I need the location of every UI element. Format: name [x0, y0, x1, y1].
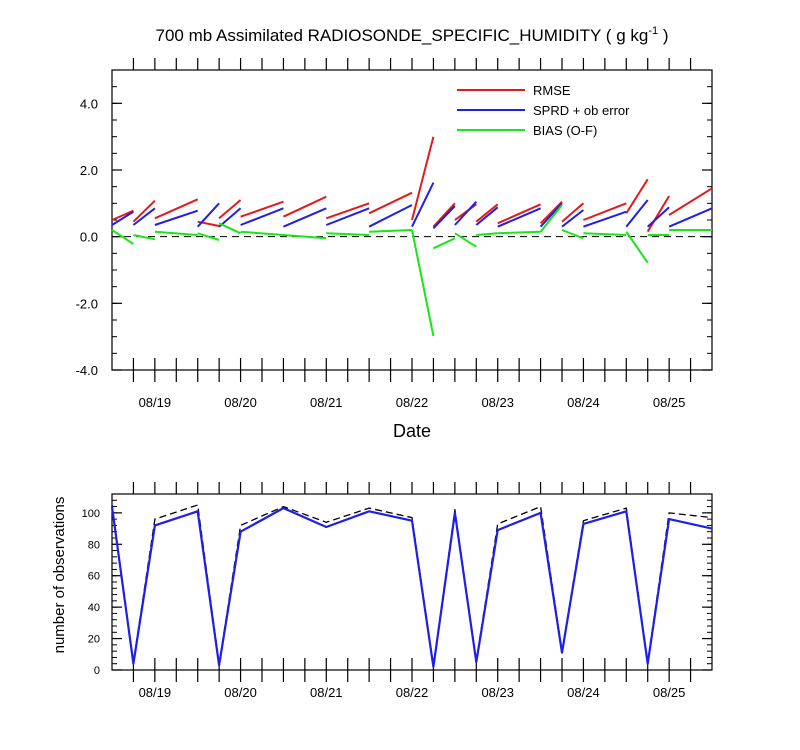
- series-bias-o-f-segment: [218, 222, 242, 235]
- top-y-tick-label: 2.0: [80, 163, 98, 178]
- series-bias-o-f-segment: [432, 237, 456, 250]
- series-rmse-segment: [583, 202, 627, 221]
- series-bias-o-f-segment: [240, 230, 284, 236]
- chart-title: 700 mb Assimilated RADIOSONDE_SPECIFIC_H…: [156, 25, 669, 45]
- series-bias-o-f-segment: [369, 229, 413, 233]
- series-sprd-ob-error-segment: [668, 207, 713, 228]
- bottom-y-tick-label: 100: [82, 508, 100, 520]
- series-rmse-segment: [111, 209, 134, 221]
- bottom-y-tick-label: 40: [88, 602, 100, 614]
- top-y-tick-label: 4.0: [80, 96, 98, 111]
- bottom-y-tick-label: 60: [88, 571, 100, 583]
- bottom-x-tick-label: 08/22: [396, 685, 429, 700]
- series-sprd-ob-error-segment: [583, 210, 627, 228]
- series-bias-o-f-segment: [154, 230, 198, 236]
- series-rmse-segment: [240, 200, 284, 218]
- series-sprd-ob-error-segment: [647, 206, 670, 228]
- top-x-axis-title: Date: [393, 421, 431, 441]
- series-bias-o-f-segment: [283, 234, 327, 240]
- top-y-tick-label: 0.0: [80, 230, 98, 245]
- chart-title-main: 700 mb Assimilated RADIOSONDE_SPECIFIC_H…: [156, 26, 649, 45]
- top-chart: -4.0 -2.0 0.0 2.0 4.0 08/19 08/20 08/21 08/22 08/…: [76, 58, 713, 410]
- bottom-x-tick-label: 08/24: [567, 685, 600, 700]
- series-bias-o-f-segment: [583, 232, 627, 236]
- series-rmse-segment: [475, 203, 499, 223]
- chart-title-superscript: -1: [648, 25, 658, 37]
- series-rmse-segment: [154, 198, 199, 220]
- series-sprd-ob-error-segment: [432, 205, 456, 229]
- series-sprd-ob-error-segment: [454, 201, 478, 226]
- legend-label-rmse: RMSE: [533, 83, 571, 98]
- bottom-x-tick-label: 08/20: [224, 685, 257, 700]
- series-sprd-ob-error-segment: [411, 182, 435, 228]
- series-sprd-ob-error-segment: [240, 207, 284, 226]
- series-rmse-segment: [218, 199, 242, 220]
- series-sprd-ob-error-segment: [154, 209, 199, 226]
- series-sprd-ob-error-segment: [132, 207, 156, 226]
- series-assimilated-observations: [110, 506, 713, 669]
- top-x-tick-label: 08/22: [396, 395, 429, 410]
- legend-label-bias-o-f: BIAS (O-F): [533, 123, 597, 138]
- series-rmse-segment: [539, 200, 563, 225]
- series-bias-o-f-segment: [497, 230, 541, 235]
- series-sprd-ob-error-segment: [283, 207, 327, 228]
- top-x-tick-label: 08/24: [567, 395, 600, 410]
- series-sprd-ob-error-segment: [497, 207, 541, 228]
- series-bias-o-f-segment: [197, 232, 220, 241]
- series-bias-o-f-segment: [111, 229, 134, 245]
- bottom-x-tick-label: 08/19: [139, 685, 172, 700]
- series-bias-o-f-segment: [454, 232, 477, 248]
- top-y-tick-label: -4.0: [76, 363, 98, 378]
- bottom-x-tick-label: 08/21: [310, 685, 343, 700]
- top-x-tick-label: 08/19: [139, 395, 172, 410]
- series-rmse-segment: [368, 191, 413, 215]
- bottom-x-tick-label: 08/25: [653, 685, 686, 700]
- series-rmse-segment: [325, 202, 370, 220]
- series-rmse-segment: [497, 203, 542, 225]
- series-rmse-segment: [646, 195, 670, 233]
- top-y-tick-label: -2.0: [76, 296, 98, 311]
- series-rmse-segment: [282, 195, 327, 218]
- bottom-x-tick-label: 08/23: [481, 685, 514, 700]
- bottom-y-axis-title: number of observations: [51, 497, 68, 654]
- series-sprd-ob-error-segment: [196, 202, 220, 228]
- series-sprd-ob-error-segment: [325, 207, 370, 226]
- series-bias-o-f-segment: [476, 232, 498, 236]
- bottom-y-tick-label: 20: [88, 634, 100, 646]
- series-bias-o-f-segment: [625, 231, 649, 264]
- top-x-tick-label: 08/21: [310, 395, 343, 410]
- series-sprd-ob-error-segment: [539, 202, 563, 228]
- series-bias-o-f-segment: [539, 204, 563, 233]
- series-rmse-segment: [432, 202, 456, 228]
- series-bias-o-f-segment: [326, 232, 370, 236]
- legend-label-sprd-ob-error: SPRD + ob error: [533, 103, 630, 118]
- top-x-tick-label: 08/23: [481, 395, 514, 410]
- series-bias-o-f-segment: [561, 229, 584, 240]
- series-sprd-ob-error-segment: [368, 204, 413, 228]
- chart-title-tail: ): [658, 26, 668, 45]
- series-rmse-segment: [132, 199, 156, 223]
- bottom-y-tick-label: 0: [94, 665, 100, 677]
- series-sprd-ob-error-segment: [625, 199, 649, 228]
- top-x-tick-label: 08/20: [224, 395, 257, 410]
- series-sprd-ob-error-segment: [218, 207, 242, 228]
- bottom-chart: 0 20 40 60 80 100 08/19 08/20 08/21 08/22 08/23 08/…: [82, 482, 713, 700]
- series-rmse-segment: [625, 178, 649, 214]
- series-bias-o-f-segment: [411, 229, 435, 337]
- series-sprd-ob-error-segment: [561, 209, 585, 228]
- series-bias-o-f-segment: [133, 234, 156, 241]
- series-sprd-ob-error-segment: [111, 210, 134, 226]
- series-rmse-segment: [561, 202, 585, 223]
- series-possible-observations: [111, 504, 713, 666]
- series-rmse-segment: [668, 187, 713, 216]
- series-sprd-ob-error-segment: [475, 206, 499, 226]
- series-rmse-segment: [411, 136, 435, 221]
- bottom-y-tick-label: 80: [88, 539, 100, 551]
- top-x-tick-label: 08/25: [653, 395, 686, 410]
